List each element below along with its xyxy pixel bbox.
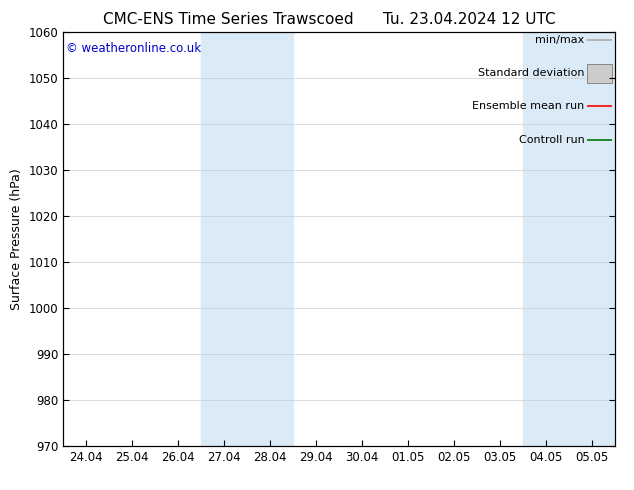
Y-axis label: Surface Pressure (hPa): Surface Pressure (hPa) <box>10 168 23 310</box>
Text: CMC-ENS Time Series Trawscoed: CMC-ENS Time Series Trawscoed <box>103 12 354 27</box>
Text: min/max: min/max <box>535 35 585 45</box>
Text: © weatheronline.co.uk: © weatheronline.co.uk <box>66 42 201 55</box>
Bar <box>523 32 615 446</box>
Text: Standard deviation: Standard deviation <box>478 68 585 78</box>
Text: Tu. 23.04.2024 12 UTC: Tu. 23.04.2024 12 UTC <box>383 12 555 27</box>
Text: Controll run: Controll run <box>519 134 585 145</box>
Text: Ensemble mean run: Ensemble mean run <box>472 101 585 111</box>
Bar <box>587 64 612 83</box>
Bar <box>202 32 293 446</box>
